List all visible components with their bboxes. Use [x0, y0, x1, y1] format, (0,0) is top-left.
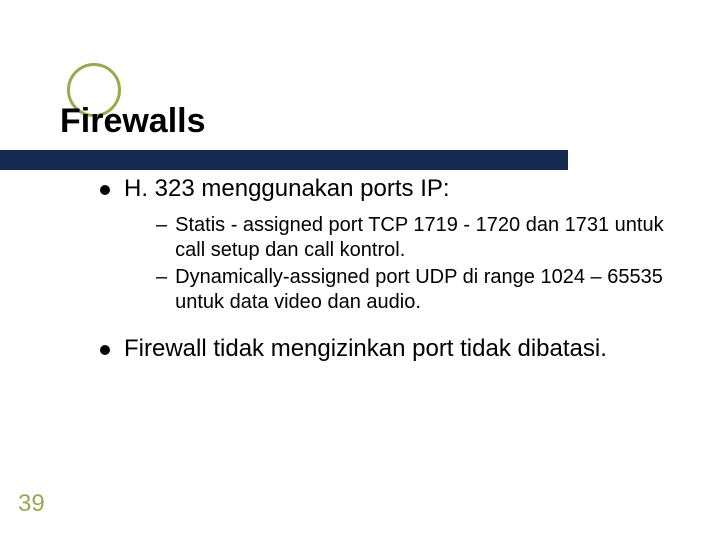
bullet-level1: Firewall tidak mengizinkan port tidak di… [100, 335, 670, 363]
bullet-text: Firewall tidak mengizinkan port tidak di… [124, 335, 607, 363]
bullet-level2: – Dynamically-assigned port UDP di range… [156, 265, 670, 315]
dash-icon: – [156, 265, 167, 290]
title-underline [0, 150, 568, 170]
slide-title: Firewalls [60, 102, 206, 141]
bullet-text: H. 323 menggunakan ports IP: [124, 175, 450, 203]
sub-bullet-text: Statis - assigned port TCP 1719 - 1720 d… [175, 213, 670, 263]
dash-icon: – [156, 213, 167, 238]
bullet-dot-icon [100, 185, 110, 195]
bullet-level1: H. 323 menggunakan ports IP: [100, 175, 670, 203]
sub-bullet-list: – Statis - assigned port TCP 1719 - 1720… [156, 213, 670, 315]
sub-bullet-text: Dynamically-assigned port UDP di range 1… [175, 265, 670, 315]
title-block: Firewalls [60, 102, 206, 141]
slide: Firewalls H. 323 menggunakan ports IP: –… [0, 0, 720, 540]
bullet-dot-icon [100, 345, 110, 355]
page-number: 39 [18, 490, 45, 518]
bullet-level2: – Statis - assigned port TCP 1719 - 1720… [156, 213, 670, 263]
content-area: H. 323 menggunakan ports IP: – Statis - … [100, 175, 670, 373]
